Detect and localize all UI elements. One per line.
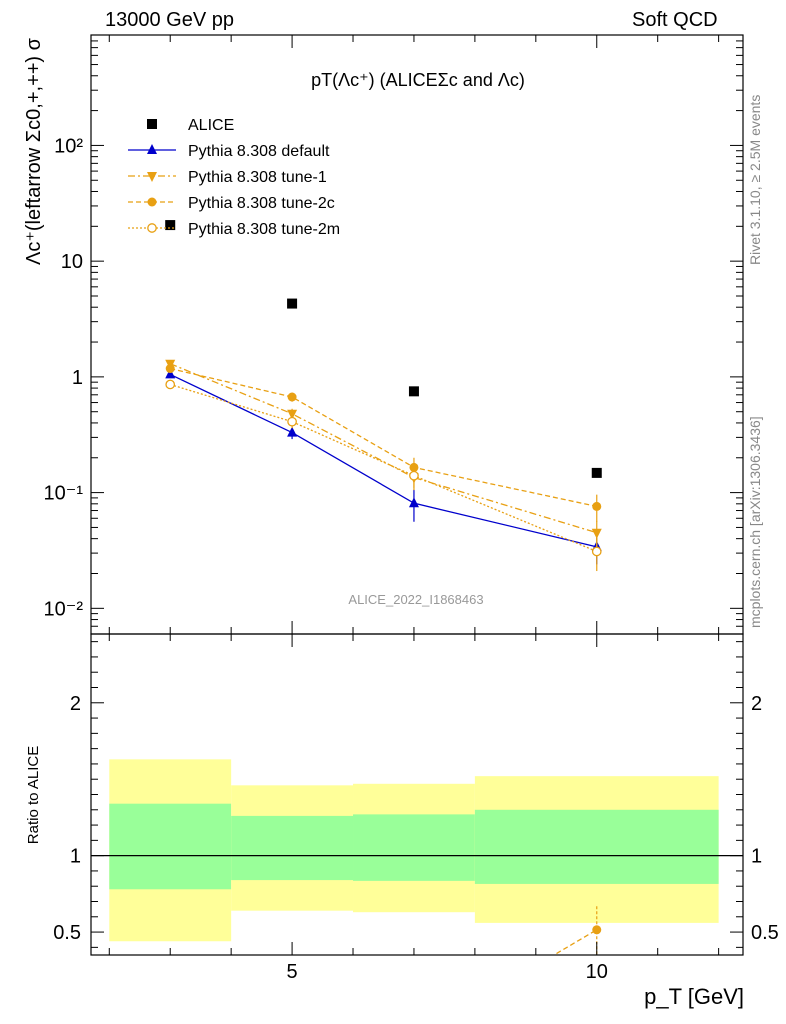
ratio-y-tick-label-right: 1 (751, 846, 762, 868)
series-line (170, 383, 598, 553)
analysis-id: ALICE_2022_I1868463 (348, 592, 483, 607)
legend-entry: ALICE (147, 117, 234, 134)
ratio-point (592, 925, 602, 935)
ratio-series (552, 905, 602, 955)
y-tick-label: 10⁻² (44, 598, 84, 620)
x-axis-label: p_T [GeV] (644, 984, 744, 1009)
legend-label: Pythia 8.308 tune-2c (188, 195, 335, 212)
ratio-y-tick-label: 2 (70, 693, 81, 715)
data-point-triangle-up (287, 426, 298, 437)
legend-entry: Pythia 8.308 tune-1 (128, 169, 327, 186)
data-point-square (147, 119, 157, 129)
data-point-circle-open (165, 379, 176, 390)
data-point-square (287, 298, 298, 309)
series-4 (165, 379, 602, 572)
y-tick-label: 10² (54, 135, 83, 157)
ratio-y-tick-label: 1 (70, 846, 81, 868)
ratio-y-tick-label-right: 2 (751, 693, 762, 715)
ratio-y-axis-label: Ratio to ALICE (25, 746, 42, 844)
legend-label: ALICE (188, 117, 234, 134)
data-point-circle (592, 501, 602, 511)
legend-label: Pythia 8.308 default (188, 143, 330, 160)
chart-title: pT(Λc⁺) (ALICEΣc and Λc) (311, 70, 525, 90)
data-point-circle (165, 364, 175, 374)
axis-ticks (91, 34, 743, 955)
ratio-y-tick-label: 0.5 (53, 922, 81, 944)
data-point-triangle-down (147, 172, 157, 182)
series-1 (165, 368, 602, 565)
series-2 (165, 359, 602, 549)
data-point-square (408, 386, 419, 397)
ratio-band-inner (353, 814, 475, 881)
series-line (170, 367, 597, 508)
ratio-band-inner (474, 809, 719, 884)
x-tick-label: 10 (586, 961, 608, 983)
data-point-square (165, 220, 176, 231)
data-point-square (591, 467, 602, 478)
legend-entry: Pythia 8.308 tune-2m (128, 221, 340, 238)
data-point-circle (147, 197, 157, 207)
data-point-triangle-down (287, 409, 298, 420)
series-line (169, 373, 597, 548)
rivet-label: Rivet 3.1.10, ≥ 2.5M events (747, 94, 763, 265)
data-point-circle-open (409, 470, 419, 481)
data-point-triangle-up (408, 497, 419, 508)
legend-label: Pythia 8.308 tune-1 (188, 169, 327, 186)
main-y-axis-label: Λc⁺(leftarrow Σc0,+,++) σ (23, 37, 45, 265)
ratio-band-inner (231, 815, 354, 881)
y-tick-label: 10 (61, 251, 83, 273)
ratio-series-line (552, 929, 598, 955)
x-tick-label: 5 (287, 961, 298, 983)
main-series (165, 220, 602, 572)
process-label: Soft QCD (632, 9, 718, 31)
legend-entry: Pythia 8.308 default (128, 143, 330, 160)
legend-label: Pythia 8.308 tune-2m (188, 221, 340, 238)
data-point-triangle-up (165, 368, 176, 379)
mcplots-label: mcplots.cern.ch [arXiv:1306.3436] (747, 416, 763, 628)
series-3 (165, 364, 602, 522)
data-point-circle-open (287, 416, 297, 427)
series-0 (165, 220, 602, 478)
ratio-y-tick-label-right: 0.5 (751, 922, 779, 944)
y-tick-label: 10⁻¹ (44, 483, 84, 505)
data-point-circle-open (147, 223, 157, 233)
data-point-circle (287, 392, 297, 402)
legend-entry: Pythia 8.308 tune-2c (128, 195, 335, 212)
energy-label: 13000 GeV pp (105, 9, 234, 31)
data-point-triangle-down (591, 528, 602, 539)
tick-labels: 10⁻² 10⁻¹ 1 10 10² 0.5 0.5 1 1 2 2 5 10 (44, 135, 779, 983)
y-tick-label: 1 (72, 367, 83, 389)
ratio-bands (91, 759, 743, 942)
legend: ALICE Pythia 8.308 default Pythia 8.308 tu… (128, 117, 340, 238)
data-point-circle-open (591, 546, 602, 557)
ratio-band-inner (109, 803, 232, 890)
series-line (169, 363, 597, 534)
data-point-triangle-up (147, 144, 157, 154)
